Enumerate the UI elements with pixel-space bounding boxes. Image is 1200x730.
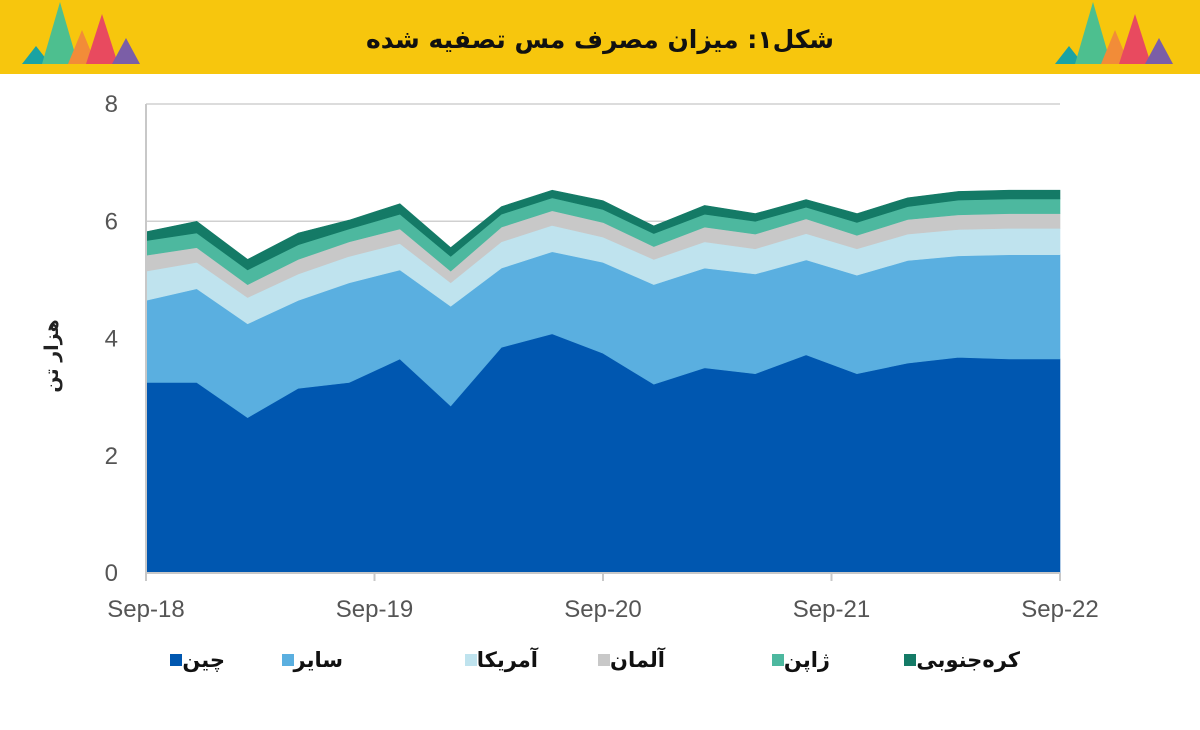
x-tick-label: Sep-18	[107, 596, 184, 623]
legend-label: چین	[182, 648, 225, 672]
legend-swatch	[281, 654, 294, 666]
axes	[145, 104, 1061, 581]
x-tick-label: Sep-19	[336, 596, 413, 623]
legend-label: ژاپن	[783, 648, 830, 672]
area-series	[145, 189, 1061, 574]
legend-label: کره‌جنوبی	[916, 648, 1020, 672]
legend-item: آمریکا	[455, 640, 538, 680]
legend-swatch	[904, 654, 917, 666]
chart-legend: چین سایر آمریکا آلمان ژاپن کره‌جنوبی	[0, 640, 1200, 680]
legend-item: چین	[160, 640, 225, 680]
y-tick-label: 2	[105, 443, 118, 470]
y-tick-label: 6	[105, 208, 118, 235]
legend-item: سایر	[272, 640, 344, 680]
legend-label: سایر	[293, 648, 344, 672]
legend-label: آلمان	[610, 648, 665, 672]
x-tick-label: Sep-21	[793, 596, 870, 623]
y-axis-label: هزار تن	[41, 319, 63, 392]
stacked-area-chart: 0 2 4 6 8 Sep-18 Sep-19 Sep-20 Sep-21 Sep-22 هزار…	[41, 91, 1099, 623]
x-tick-label: Sep-22	[1021, 596, 1098, 623]
y-tick-label: 8	[105, 91, 118, 118]
colored-triangles-icon	[1055, 2, 1173, 64]
legend-swatch	[598, 654, 611, 666]
figure-title: شکل۱: میزان مصرف مس تصفیه شده	[365, 25, 835, 54]
legend-swatch	[464, 654, 477, 666]
legend-swatch	[170, 654, 183, 666]
y-tick-label: 4	[105, 326, 118, 353]
colored-triangles-icon	[22, 2, 140, 64]
legend-item: ژاپن	[762, 640, 830, 680]
legend-label: آمریکا	[476, 648, 538, 672]
legend-swatch	[771, 654, 784, 666]
tick-labels: 0 2 4 6 8 Sep-18 Sep-19 Sep-20 Sep-21 Sep-22	[105, 91, 1099, 623]
x-tick-label: Sep-20	[564, 596, 641, 623]
title-banner: شکل۱: میزان مصرف مس تصفیه شده	[0, 0, 1200, 74]
legend-item: آلمان	[588, 640, 665, 680]
y-tick-label: 0	[105, 560, 118, 587]
legend-item: کره‌جنوبی	[894, 640, 1020, 680]
area-کره‌جنوبی	[145, 189, 1061, 271]
